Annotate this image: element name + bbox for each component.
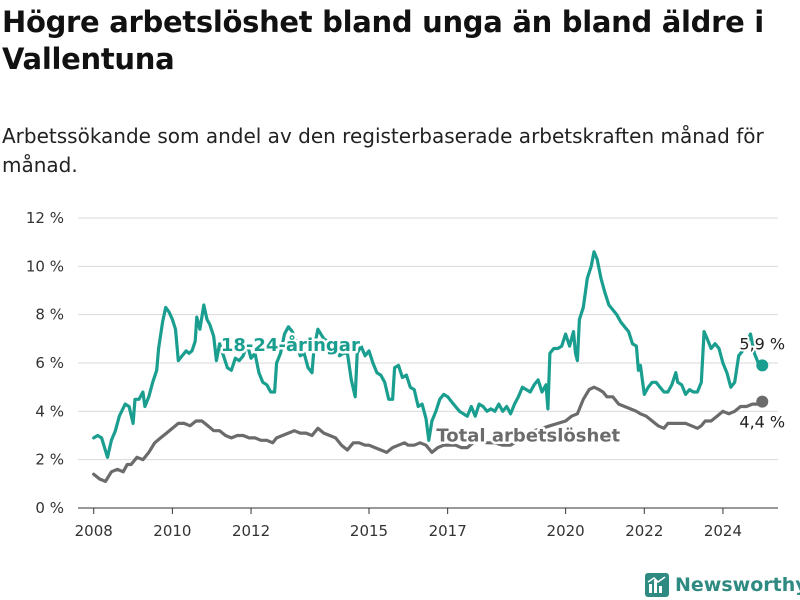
chart-subtitle: Arbetssökande som andel av den registerb… — [2, 124, 764, 177]
series-end-marker — [756, 395, 769, 408]
series-end-label: 4,4 % — [739, 413, 785, 432]
x-tick-label: 2015 — [350, 522, 388, 540]
newsworthy-logo[interactable]: Newsworthy — [645, 570, 800, 600]
y-tick-label: 12 % — [26, 209, 64, 227]
series-name-label: 18-24-åringar — [221, 334, 360, 356]
y-tick-label: 8 % — [35, 306, 64, 324]
x-tick-label: 2022 — [625, 522, 663, 540]
y-tick-label: 4 % — [35, 402, 64, 420]
y-tick-label: 0 % — [35, 499, 64, 517]
x-tick-label: 2020 — [547, 522, 585, 540]
logo-text: Newsworthy — [675, 574, 800, 596]
x-tick-label: 2017 — [429, 522, 467, 540]
x-tick-label: 2012 — [232, 522, 270, 540]
series-name-label: Total arbetslöshet — [436, 426, 620, 447]
y-tick-label: 2 % — [35, 451, 64, 469]
series-end-marker — [756, 359, 769, 372]
chart-title: Högre arbetslöshet bland unga än bland ä… — [2, 5, 764, 76]
x-tick-label: 2010 — [153, 522, 191, 540]
series-line — [92, 250, 764, 459]
series-end-label: 5,9 % — [739, 334, 785, 353]
x-tick-label: 2008 — [75, 522, 113, 540]
bar-chart-logo-icon — [645, 573, 669, 597]
series-line — [92, 385, 764, 483]
y-tick-label: 6 % — [35, 354, 64, 372]
y-tick-label: 10 % — [26, 257, 64, 275]
x-tick-label: 2024 — [704, 522, 742, 540]
